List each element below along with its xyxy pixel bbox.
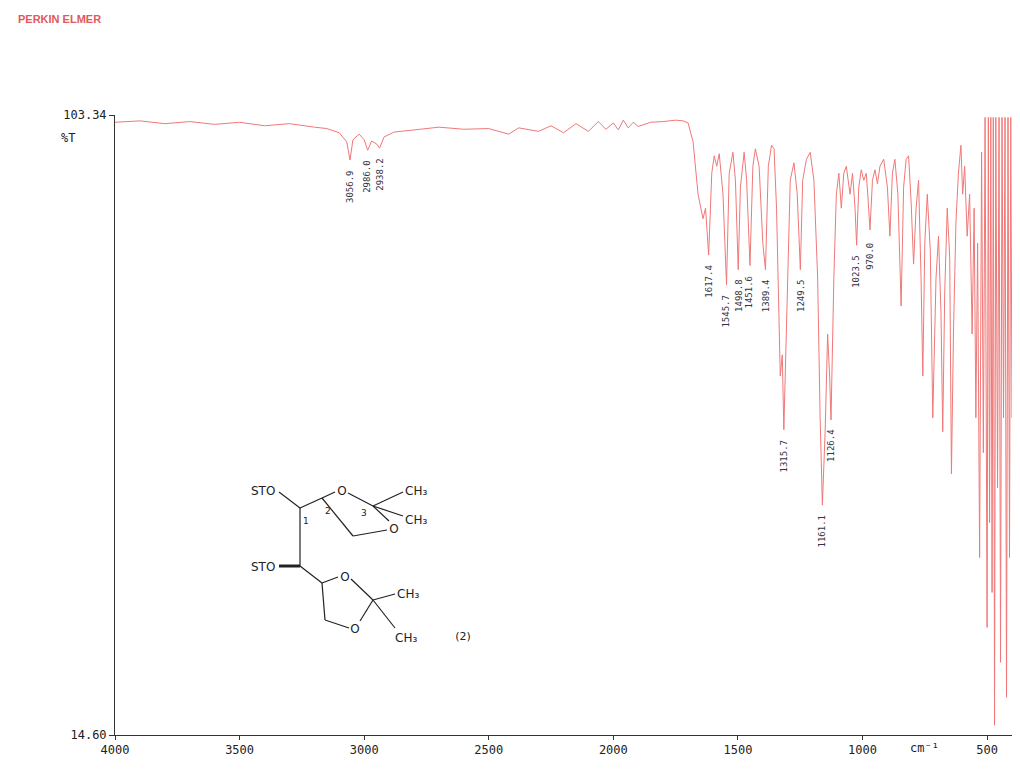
svg-text:3: 3 [361, 508, 367, 518]
svg-text:2: 2 [325, 506, 331, 516]
svg-text:2000: 2000 [599, 743, 628, 757]
svg-text:500: 500 [976, 743, 998, 757]
svg-text:CH₃: CH₃ [397, 587, 419, 601]
svg-text:O: O [350, 622, 359, 636]
svg-text:CH₃: CH₃ [405, 513, 427, 527]
svg-text:103.34: 103.34 [63, 108, 106, 122]
svg-text:1389.4: 1389.4 [761, 280, 771, 313]
svg-text:1617.4: 1617.4 [704, 265, 714, 298]
svg-text:1545.7: 1545.7 [721, 295, 731, 328]
svg-text:CH₃: CH₃ [395, 631, 417, 645]
svg-text:%T: %T [61, 131, 75, 145]
svg-text:2938.2: 2938.2 [375, 158, 385, 191]
svg-text:1315.7: 1315.7 [779, 440, 789, 473]
svg-text:O: O [337, 484, 346, 498]
svg-text:2986.0: 2986.0 [362, 160, 372, 193]
svg-text:1: 1 [303, 516, 309, 526]
svg-text:3056.9: 3056.9 [345, 170, 355, 203]
svg-text:(2): (2) [455, 630, 471, 643]
svg-text:PERKIN ELMER: PERKIN ELMER [18, 13, 101, 25]
svg-text:4000: 4000 [101, 743, 130, 757]
svg-text:1126.4: 1126.4 [826, 429, 836, 462]
svg-text:STO: STO [251, 484, 275, 498]
svg-text:CH₃: CH₃ [405, 484, 427, 498]
svg-text:STO: STO [251, 560, 275, 574]
svg-text:2500: 2500 [474, 743, 503, 757]
svg-text:1451.6: 1451.6 [744, 276, 754, 309]
svg-text:1161.1: 1161.1 [817, 515, 827, 548]
svg-text:O: O [389, 522, 398, 536]
svg-text:970.0: 970.0 [865, 243, 875, 270]
svg-text:14.60: 14.60 [70, 728, 106, 742]
svg-text:1249.5: 1249.5 [796, 280, 806, 313]
svg-text:3000: 3000 [350, 743, 379, 757]
svg-text:1498.8: 1498.8 [734, 279, 744, 312]
svg-text:3500: 3500 [225, 743, 254, 757]
svg-text:1023.5: 1023.5 [851, 255, 861, 288]
svg-text:1500: 1500 [723, 743, 752, 757]
svg-text:cm⁻¹: cm⁻¹ [910, 741, 939, 755]
svg-text:1000: 1000 [848, 743, 877, 757]
svg-text:O: O [340, 570, 349, 584]
